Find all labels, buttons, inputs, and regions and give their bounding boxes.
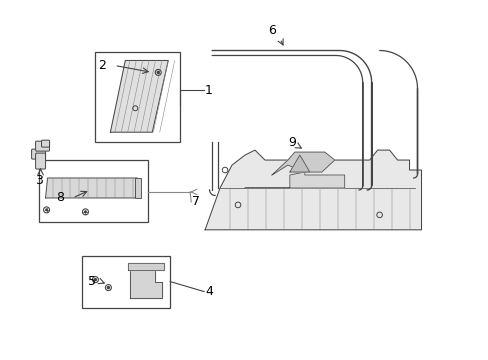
Text: 1: 1 (204, 84, 213, 97)
Polygon shape (45, 178, 137, 198)
Text: 7: 7 (192, 195, 200, 208)
Bar (39, 160, 148, 222)
Polygon shape (110, 60, 168, 132)
FancyBboxPatch shape (41, 140, 49, 147)
Bar (95, 53, 180, 142)
FancyBboxPatch shape (36, 153, 45, 169)
Text: 8: 8 (57, 192, 64, 204)
Polygon shape (130, 265, 162, 298)
FancyBboxPatch shape (36, 141, 49, 151)
Text: 4: 4 (204, 285, 213, 298)
FancyBboxPatch shape (32, 149, 45, 159)
Bar (135, 178, 141, 198)
Polygon shape (204, 150, 421, 230)
Text: 3: 3 (35, 174, 42, 186)
Bar (82, 256, 170, 307)
Circle shape (84, 211, 86, 213)
Text: 2: 2 (98, 59, 106, 72)
Polygon shape (244, 172, 344, 188)
Text: 9: 9 (287, 136, 295, 149)
Polygon shape (271, 152, 334, 175)
Polygon shape (128, 263, 164, 270)
Circle shape (94, 279, 96, 280)
Polygon shape (289, 155, 309, 172)
Circle shape (157, 71, 159, 73)
Circle shape (46, 209, 47, 211)
Text: 5: 5 (88, 275, 96, 288)
Circle shape (107, 287, 109, 289)
Text: 6: 6 (267, 24, 275, 37)
